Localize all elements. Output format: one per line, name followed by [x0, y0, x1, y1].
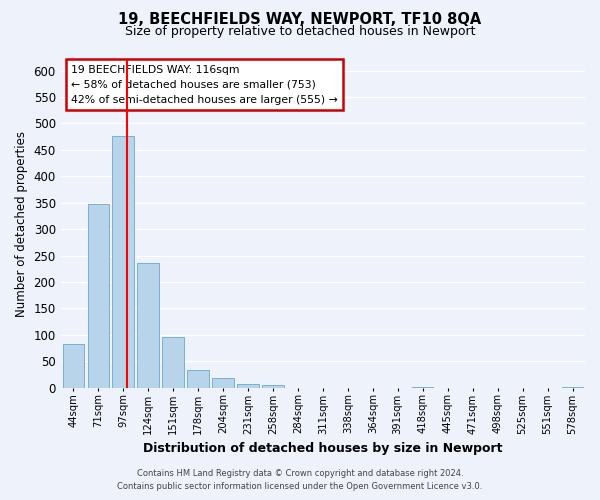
Y-axis label: Number of detached properties: Number of detached properties [15, 131, 28, 317]
Text: 19, BEECHFIELDS WAY, NEWPORT, TF10 8QA: 19, BEECHFIELDS WAY, NEWPORT, TF10 8QA [118, 12, 482, 28]
Bar [187, 370, 209, 388]
Text: Size of property relative to detached houses in Newport: Size of property relative to detached ho… [125, 25, 475, 38]
Bar [562, 387, 583, 388]
Bar [62, 344, 84, 388]
Bar [262, 385, 284, 388]
Bar [137, 263, 158, 388]
X-axis label: Distribution of detached houses by size in Newport: Distribution of detached houses by size … [143, 442, 503, 455]
Bar [88, 204, 109, 388]
Bar [238, 384, 259, 388]
Text: 19 BEECHFIELDS WAY: 116sqm
← 58% of detached houses are smaller (753)
42% of sem: 19 BEECHFIELDS WAY: 116sqm ← 58% of deta… [71, 65, 338, 104]
Bar [112, 136, 134, 388]
Text: Contains HM Land Registry data © Crown copyright and database right 2024.
Contai: Contains HM Land Registry data © Crown c… [118, 470, 482, 491]
Bar [212, 378, 233, 388]
Bar [412, 387, 433, 388]
Bar [163, 337, 184, 388]
